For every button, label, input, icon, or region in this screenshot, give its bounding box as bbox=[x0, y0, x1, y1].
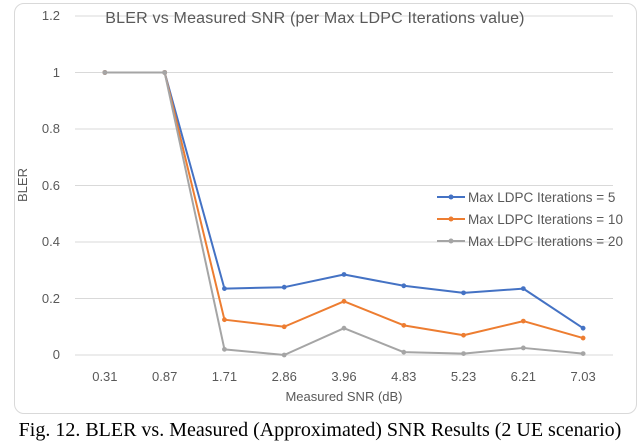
x-tick-label: 0.87 bbox=[152, 369, 178, 384]
y-tick-label: 0.4 bbox=[41, 234, 60, 249]
data-point bbox=[222, 346, 227, 352]
data-point bbox=[281, 352, 287, 358]
legend-label: Max LDPC Iterations = 20 bbox=[468, 233, 623, 249]
data-point bbox=[341, 272, 347, 277]
data-point bbox=[341, 325, 347, 331]
x-tick-label: 6.21 bbox=[510, 369, 536, 384]
data-point bbox=[580, 351, 586, 356]
legend-label: Max LDPC Iterations = 10 bbox=[468, 211, 623, 227]
legend-marker-icon bbox=[437, 194, 465, 200]
data-point bbox=[341, 298, 347, 304]
data-point bbox=[162, 70, 168, 75]
data-point bbox=[222, 317, 227, 323]
data-point bbox=[222, 286, 227, 292]
x-tick-label: 0.31 bbox=[92, 369, 118, 384]
x-tick-label: 1.71 bbox=[211, 369, 238, 384]
data-point bbox=[461, 351, 466, 356]
x-tick-label: 2.86 bbox=[271, 369, 297, 384]
figure-caption: Fig. 12. BLER vs. Measured (Approximated… bbox=[18, 419, 622, 441]
y-axis-title: BLER bbox=[15, 168, 30, 202]
x-tick-label: 5.23 bbox=[450, 369, 477, 384]
data-point bbox=[102, 70, 108, 75]
x-tick-label: 4.83 bbox=[391, 369, 417, 384]
y-tick-label: 0.8 bbox=[41, 121, 60, 136]
legend-item: Max LDPC Iterations = 5 bbox=[437, 189, 616, 205]
data-point bbox=[401, 322, 407, 328]
data-point bbox=[281, 324, 287, 330]
chart: BLER vs Measured SNR (per Max LDPC Itera… bbox=[14, 3, 637, 414]
plot-area bbox=[75, 15, 613, 358]
y-tick-label: 0.2 bbox=[41, 290, 60, 306]
y-tick-label: 1 bbox=[52, 64, 60, 80]
data-point bbox=[401, 283, 407, 289]
legend-marker-icon bbox=[437, 216, 465, 222]
legend-item: Max LDPC Iterations = 20 bbox=[437, 233, 623, 249]
x-tick-label: 3.96 bbox=[331, 369, 357, 384]
legend-label: Max LDPC Iterations = 5 bbox=[468, 189, 616, 205]
data-point bbox=[580, 335, 586, 341]
data-point bbox=[520, 286, 526, 292]
data-point bbox=[461, 290, 466, 296]
data-point bbox=[580, 325, 586, 331]
x-tick-label: 7.03 bbox=[570, 369, 596, 384]
data-point bbox=[461, 332, 466, 338]
x-axis-title: Measured SNR (dB) bbox=[285, 389, 403, 404]
data-point bbox=[520, 318, 526, 324]
y-tick-label: 0.6 bbox=[41, 177, 60, 193]
y-tick-label: 0 bbox=[52, 347, 60, 362]
chart-title: BLER vs Measured SNR (per Max LDPC Itera… bbox=[105, 10, 525, 27]
data-point bbox=[401, 349, 407, 355]
data-point bbox=[281, 284, 287, 290]
legend-marker-icon bbox=[437, 238, 465, 244]
data-point bbox=[520, 345, 526, 351]
y-tick-label: 1.2 bbox=[41, 8, 60, 23]
legend-item: Max LDPC Iterations = 10 bbox=[437, 211, 623, 227]
